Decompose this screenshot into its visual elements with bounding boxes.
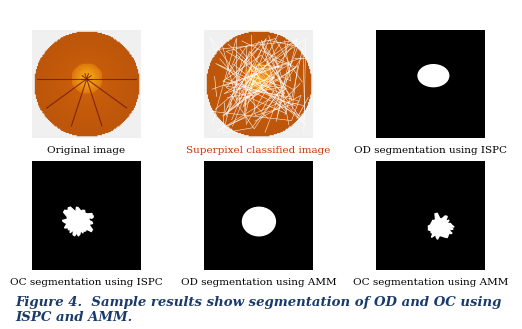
Text: OD segmentation using AMM: OD segmentation using AMM [181, 278, 336, 287]
Text: OC segmentation using ISPC: OC segmentation using ISPC [10, 278, 162, 287]
Text: OD segmentation using ISPC: OD segmentation using ISPC [354, 146, 507, 155]
Polygon shape [62, 207, 93, 236]
Polygon shape [429, 213, 454, 239]
Text: Figure 4.  Sample results show segmentation of OD and OC using
ISPC and AMM.: Figure 4. Sample results show segmentati… [16, 296, 502, 324]
Text: Original image: Original image [47, 146, 125, 155]
Text: OC segmentation using AMM: OC segmentation using AMM [353, 278, 508, 287]
Ellipse shape [243, 207, 276, 236]
Ellipse shape [418, 65, 449, 87]
Text: Superpixel classified image: Superpixel classified image [186, 146, 330, 155]
